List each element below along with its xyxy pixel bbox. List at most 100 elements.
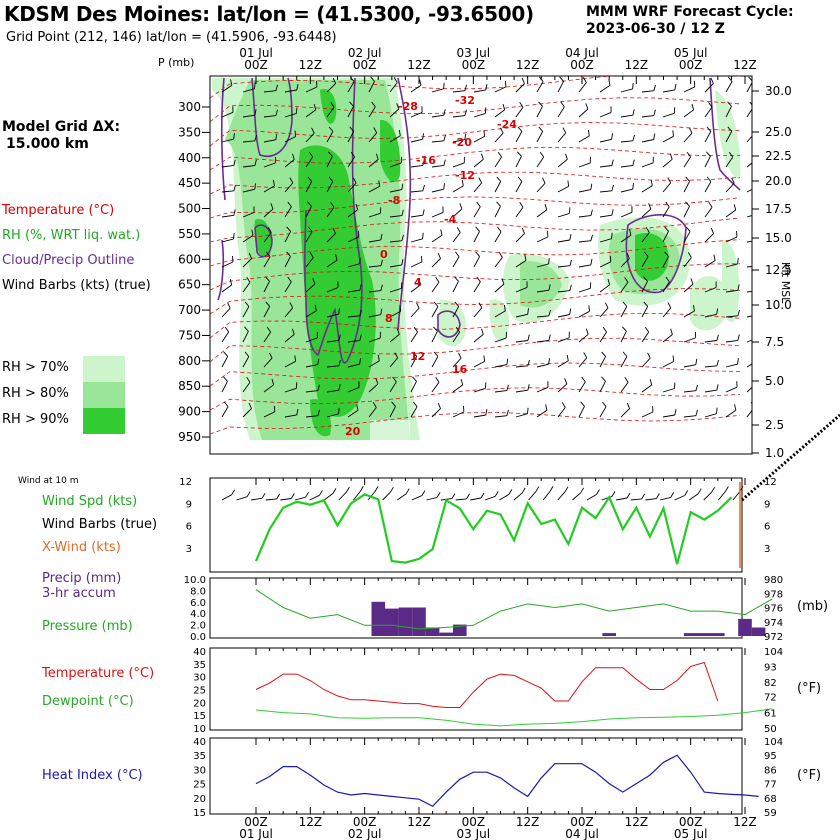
surface-wind-barb-feather — [535, 486, 540, 492]
pressure-tick-label: 800 — [178, 354, 201, 368]
wind-barb-feather — [560, 101, 565, 108]
wind-barb-feather — [267, 227, 272, 233]
surface-wind-barb — [732, 491, 741, 501]
surface-wind-barb-feather — [549, 486, 554, 492]
wind-barb-feather — [377, 354, 380, 361]
wind-barb — [410, 284, 421, 293]
wind-barb-feather — [248, 252, 253, 259]
bottom-day-label: 03 Jul — [457, 827, 491, 840]
precip-left-tick-label: 6.0 — [190, 598, 206, 609]
top-day-label: 04 Jul — [565, 46, 599, 60]
wind-barb-feather — [359, 334, 362, 341]
wind-barb — [662, 182, 672, 193]
wind-barb-feather — [693, 80, 696, 87]
wind-barb-feather — [396, 103, 400, 110]
wind-barb-feather — [519, 101, 524, 108]
wind-barb — [242, 212, 255, 218]
precip-bar — [412, 607, 426, 636]
wind-barb-feather — [527, 384, 530, 391]
wind-barb-feather — [737, 334, 740, 341]
wind-barb — [326, 339, 339, 343]
wind-barb — [683, 181, 690, 193]
legend-rh90-label: RH > 90% — [2, 412, 69, 427]
wind-barb-feather — [254, 159, 257, 166]
wind-barb-feather — [622, 326, 627, 332]
wind-barb-feather — [349, 126, 355, 132]
wind-barb — [536, 182, 546, 193]
wind-barb — [431, 306, 439, 318]
wind-barb-feather — [690, 278, 694, 285]
wind-barb — [515, 83, 525, 93]
wind-barb-feather — [670, 328, 673, 335]
surface-wind-barb — [396, 493, 407, 501]
wind-barb-feather — [359, 309, 362, 316]
heat-right-tick-label: 59 — [764, 808, 777, 819]
wind-barb-feather — [266, 251, 271, 257]
wind-barb-feather — [475, 251, 480, 257]
wind-barb-feather — [458, 352, 462, 359]
surface-wind-barb-feather — [405, 488, 410, 494]
wind-barb — [620, 140, 633, 143]
wind-barb-feather — [664, 226, 669, 232]
wind-barb — [536, 106, 543, 118]
wind-barb — [431, 331, 438, 343]
cloud-outlines — [217, 77, 741, 364]
wind-barb — [452, 185, 464, 193]
wind-barb — [452, 90, 465, 93]
temperature-contour-label: -4 — [444, 213, 457, 226]
wind-barb-feather — [443, 109, 446, 116]
legend-rh70-swatch — [83, 356, 125, 382]
wind-barb — [452, 306, 460, 318]
wind-barb-feather — [289, 177, 294, 184]
wind-barb — [263, 411, 275, 418]
wind-barb-feather — [296, 408, 299, 415]
label-precip: Precip (mm) — [42, 571, 122, 586]
temp-right-tick-label: 82 — [764, 678, 777, 689]
legend-wind-barbs: Wind Barbs (kts) (true) — [2, 278, 151, 293]
wind-barb-feather — [370, 76, 375, 82]
heat-right-tick-label: 104 — [764, 737, 783, 748]
wind-barb-feather — [461, 179, 464, 186]
wind-barb-feather — [294, 355, 297, 362]
wind-barb — [746, 108, 752, 118]
height-tick-label: 12.5 — [765, 263, 792, 277]
wind-barb — [431, 234, 443, 243]
wind-barb — [662, 158, 673, 168]
pressure-right-tick-label: 974 — [764, 618, 783, 629]
height-tick-label: 17.5 — [765, 202, 792, 216]
wind-barb — [725, 386, 738, 393]
wind-barb — [620, 234, 632, 243]
surface-wind-barb-feather — [521, 487, 526, 494]
height-tick-label: 10.0 — [765, 298, 792, 312]
wind-barb-feather — [422, 159, 425, 166]
wind-barb — [599, 381, 606, 393]
wind-barb-feather — [287, 276, 292, 283]
wind-barb — [536, 209, 547, 218]
wind-barb — [746, 188, 752, 193]
wind-barb-feather — [307, 201, 312, 207]
precip-bar — [683, 633, 698, 636]
wind-barb — [347, 386, 360, 393]
wind-barb — [578, 240, 591, 243]
wind-barb-feather — [653, 109, 656, 116]
model-grid-line1: Model Grid ΔX: — [2, 119, 121, 135]
wind-barb — [284, 182, 294, 193]
surface-wind-barb — [572, 492, 581, 501]
wind-barb — [599, 214, 612, 218]
wind-barb — [578, 333, 589, 343]
wind-barb-feather — [392, 376, 397, 383]
temperature-contour — [210, 76, 740, 99]
wind-barb — [305, 257, 314, 268]
wind-barb-feather — [223, 351, 229, 357]
wind-barb-feather — [349, 101, 354, 107]
wind-barb-feather — [307, 226, 313, 232]
wind-barb — [746, 386, 752, 393]
precip-bar — [453, 624, 467, 636]
wind-barb-feather — [716, 384, 719, 391]
wind-barb — [452, 115, 465, 118]
wind-barb-feather — [437, 252, 441, 259]
surface-wind-barb — [251, 497, 263, 501]
temp-right-tick-label: 104 — [764, 647, 783, 658]
wind-barb-feather — [629, 229, 632, 236]
height-tick-label: 1.0 — [765, 446, 784, 460]
